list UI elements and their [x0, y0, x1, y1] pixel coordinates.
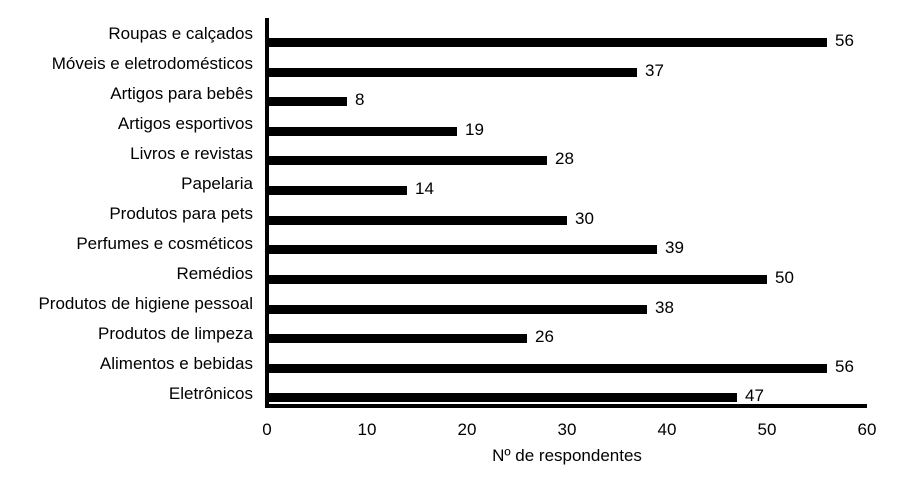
y-axis-line	[265, 18, 269, 408]
x-tick-label: 30	[557, 420, 577, 439]
value-label: 38	[655, 297, 674, 317]
x-tick-label: 0	[262, 420, 272, 439]
category-label: Produtos para pets	[109, 204, 253, 223]
x-tick-label: 20	[457, 420, 477, 439]
value-label: 14	[415, 179, 434, 199]
bar	[267, 393, 737, 403]
bar	[267, 67, 637, 77]
x-tick-label: 60	[857, 420, 877, 439]
bar	[267, 186, 407, 196]
value-label: 56	[835, 356, 854, 376]
category-label: Remédios	[176, 264, 253, 283]
x-axis-title: Nº de respondentes	[492, 446, 642, 465]
category-label: Roupas e calçados	[108, 24, 253, 43]
value-label: 56	[835, 31, 854, 50]
category-label: Livros e revistas	[130, 144, 253, 163]
category-label: Artigos para bebês	[110, 84, 253, 103]
x-tick-label: 10	[357, 420, 377, 439]
x-tick-label: 50	[757, 420, 777, 439]
bar	[267, 38, 827, 47]
x-axis-line	[265, 404, 867, 408]
value-label: 8	[355, 90, 365, 110]
value-label: 37	[645, 60, 664, 80]
bar	[267, 215, 567, 225]
bar	[267, 126, 457, 136]
bar	[267, 245, 657, 255]
category-label: Produtos de higiene pessoal	[38, 294, 253, 313]
bar	[267, 97, 347, 107]
category-label: Móveis e eletrodomésticos	[51, 54, 253, 73]
bar	[267, 334, 527, 344]
bar	[267, 156, 547, 166]
category-label: Eletrônicos	[168, 384, 253, 403]
category-label: Papelaria	[181, 174, 253, 193]
value-label: 47	[745, 386, 764, 406]
bar	[267, 304, 647, 314]
value-label: 39	[665, 238, 684, 258]
category-label: Artigos esportivos	[117, 114, 253, 133]
value-label: 50	[775, 267, 794, 287]
bar	[267, 274, 767, 284]
value-label: 28	[555, 149, 574, 169]
bar	[267, 363, 827, 373]
category-label: Produtos de limpeza	[98, 324, 253, 343]
value-label: 30	[575, 208, 594, 228]
category-label: Perfumes e cosméticos	[76, 234, 253, 253]
value-label: 19	[465, 119, 484, 139]
value-label: 26	[535, 327, 554, 347]
category-label: Alimentos e bebidas	[99, 354, 253, 373]
x-tick-label: 40	[657, 420, 677, 439]
